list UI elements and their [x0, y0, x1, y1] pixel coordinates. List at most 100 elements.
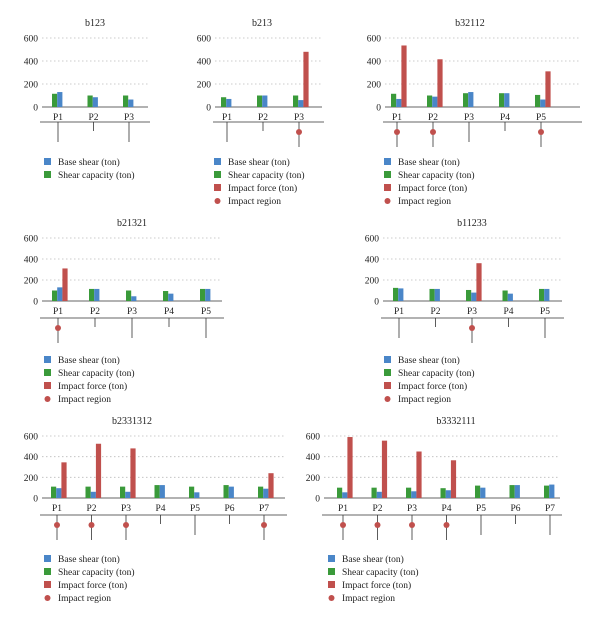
legend-label: Impact force (ton) — [58, 580, 127, 591]
bar-P2-base-shear — [94, 288, 100, 301]
y-tick-label: 400 — [24, 58, 39, 68]
bar-P4-shear-capacity — [154, 485, 160, 498]
bar-P3-base-shear — [411, 491, 417, 498]
bar-P2-shear-capacity — [427, 95, 433, 107]
legend-swatch — [384, 356, 391, 363]
chart-panel-b123: b123 0 200 400 600 P1 P2 P3 Base shear (ton) Shea… — [24, 18, 150, 181]
x-tick-label: P3 — [467, 307, 477, 317]
legend-label: Base shear (ton) — [398, 355, 460, 366]
impact-region-marker — [261, 522, 267, 528]
bar-P1-base-shear — [57, 287, 63, 301]
bar-P1-impact-force — [61, 462, 67, 498]
chart-panel-b3332111: b3332111 0 200 400 600 P1 P2 P3 P4 P5 P6 P7 Base she… — [306, 416, 562, 604]
bar-P5-base-shear — [540, 99, 546, 107]
bar-P3-base-shear — [125, 491, 131, 498]
legend-swatch — [328, 555, 335, 562]
bar-P1-shear-capacity — [391, 93, 397, 107]
legend-swatch — [384, 382, 391, 389]
y-tick-label: 0 — [374, 298, 379, 308]
x-tick-label: P4 — [500, 113, 510, 123]
bar-P1-impact-force — [401, 45, 407, 107]
bar-P4-base-shear — [504, 93, 510, 107]
impact-region-marker — [54, 522, 60, 528]
y-tick-label: 0 — [33, 298, 38, 308]
legend-label: Shear capacity (ton) — [58, 368, 135, 379]
x-tick-label: P5 — [190, 504, 200, 514]
x-tick-label: P1 — [392, 113, 402, 123]
bar-P1-shear-capacity — [51, 486, 57, 498]
impact-region-marker — [123, 522, 129, 528]
x-tick-label: P2 — [258, 113, 268, 123]
impact-region-marker — [88, 522, 95, 528]
impact-region-marker — [538, 129, 544, 135]
bar-P6-shear-capacity — [223, 485, 229, 498]
legend-swatch — [384, 184, 391, 191]
legend-impact-region-marker — [44, 595, 51, 601]
bar-P6-base-shear — [514, 485, 520, 498]
x-tick-label: P3 — [124, 113, 134, 123]
bar-P2-base-shear — [432, 96, 438, 107]
bar-P2-shear-capacity — [257, 95, 263, 107]
bar-P3-base-shear — [128, 99, 134, 107]
legend-label: Shear capacity (ton) — [342, 567, 419, 578]
bar-P1-shear-capacity — [52, 290, 58, 301]
bar-P5-base-shear — [205, 288, 211, 301]
y-tick-label: 600 — [197, 35, 212, 45]
bar-P1-shear-capacity — [337, 487, 343, 498]
bar-P2-impact-force — [381, 440, 388, 498]
legend-swatch — [44, 158, 51, 165]
x-tick-label: P5 — [201, 307, 211, 317]
legend-label: Base shear (ton) — [398, 157, 460, 168]
legend-label: Impact region — [58, 594, 111, 604]
impact-region-marker — [296, 129, 302, 135]
y-tick-label: 0 — [376, 104, 381, 114]
bar-P1-base-shear — [342, 492, 348, 498]
x-tick-label: P1 — [394, 307, 404, 317]
bar-P5-base-shear — [480, 487, 486, 498]
x-tick-label: P1 — [338, 504, 348, 514]
bar-P4-base-shear — [168, 293, 174, 301]
legend-swatch — [44, 382, 51, 389]
y-tick-label: 200 — [24, 474, 39, 484]
bar-P3-shear-capacity — [406, 487, 412, 498]
impact-region-marker — [443, 522, 450, 528]
bar-P2-shear-capacity — [429, 288, 435, 301]
bar-P7-base-shear — [549, 484, 555, 498]
chart-title: b3332111 — [436, 416, 475, 427]
bar-P7-base-shear — [263, 488, 269, 498]
bar-P2-base-shear — [434, 288, 440, 301]
x-tick-label: P3 — [464, 113, 474, 123]
legend-label: Impact region — [58, 395, 111, 405]
bar-P3-base-shear — [468, 92, 474, 107]
legend-swatch — [384, 171, 391, 178]
x-tick-label: P2 — [430, 307, 440, 317]
bar-P1-impact-force — [347, 437, 353, 498]
y-tick-label: 600 — [24, 433, 39, 443]
x-tick-label: P7 — [259, 504, 269, 514]
bar-P6-base-shear — [228, 486, 234, 498]
bar-P4-base-shear — [445, 490, 451, 498]
legend-swatch — [44, 568, 51, 575]
y-tick-label: 200 — [197, 81, 212, 91]
bar-P2-impact-force — [95, 443, 102, 498]
bar-P7-shear-capacity — [258, 486, 264, 498]
x-tick-label: P4 — [441, 504, 451, 514]
y-tick-label: 0 — [315, 495, 320, 505]
x-tick-label: P1 — [53, 113, 63, 123]
bar-P3-shear-capacity — [123, 95, 129, 107]
legend-impact-region-marker — [214, 198, 221, 204]
bar-P4-shear-capacity — [440, 488, 446, 498]
y-tick-label: 400 — [24, 453, 39, 463]
bar-P2-shear-capacity — [89, 288, 95, 301]
bar-P3-shear-capacity — [293, 95, 299, 107]
y-tick-label: 200 — [24, 81, 39, 91]
legend-label: Base shear (ton) — [58, 157, 120, 168]
bar-P3-base-shear — [298, 100, 304, 107]
legend-label: Impact region — [228, 197, 281, 207]
legend-swatch — [328, 581, 335, 588]
legend-swatch — [214, 184, 221, 191]
impact-region-marker — [430, 129, 436, 135]
bar-P5-shear-capacity — [200, 288, 206, 301]
y-tick-label: 200 — [367, 81, 382, 91]
